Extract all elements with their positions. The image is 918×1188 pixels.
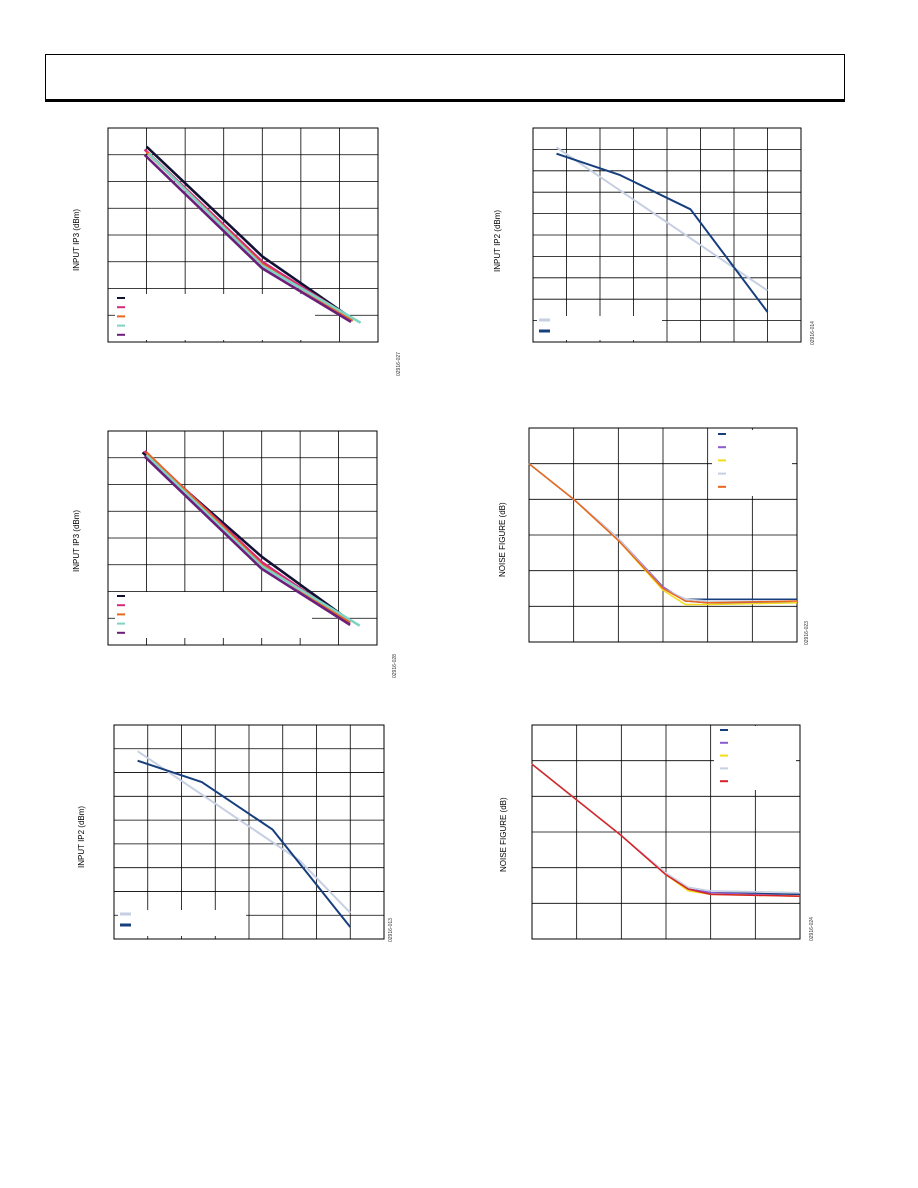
legend-box — [537, 316, 662, 340]
figure-number: 02916-024 — [809, 917, 815, 941]
series-line-5 — [143, 455, 351, 626]
legend-box — [714, 726, 796, 790]
legend-box — [115, 294, 315, 340]
page-header-box — [45, 54, 845, 102]
legend-box — [712, 430, 792, 496]
series-line-5 — [143, 153, 352, 324]
series-line-2 — [556, 152, 769, 313]
series-line-1 — [145, 145, 352, 319]
series-line-5 — [531, 763, 801, 897]
legend — [537, 316, 662, 340]
series-line-5 — [528, 463, 798, 604]
series-line-4 — [147, 152, 362, 324]
series-line-1 — [137, 750, 352, 914]
legend — [712, 430, 792, 496]
series-line-2 — [137, 759, 352, 928]
legend — [115, 592, 312, 638]
legend — [118, 910, 246, 936]
y-axis-label: NOISE FIGURE (dB) — [499, 797, 508, 872]
legend-box — [115, 592, 312, 638]
series-line-4 — [145, 454, 361, 627]
legend — [115, 294, 315, 340]
legend-box — [118, 910, 246, 936]
legend — [714, 726, 796, 790]
